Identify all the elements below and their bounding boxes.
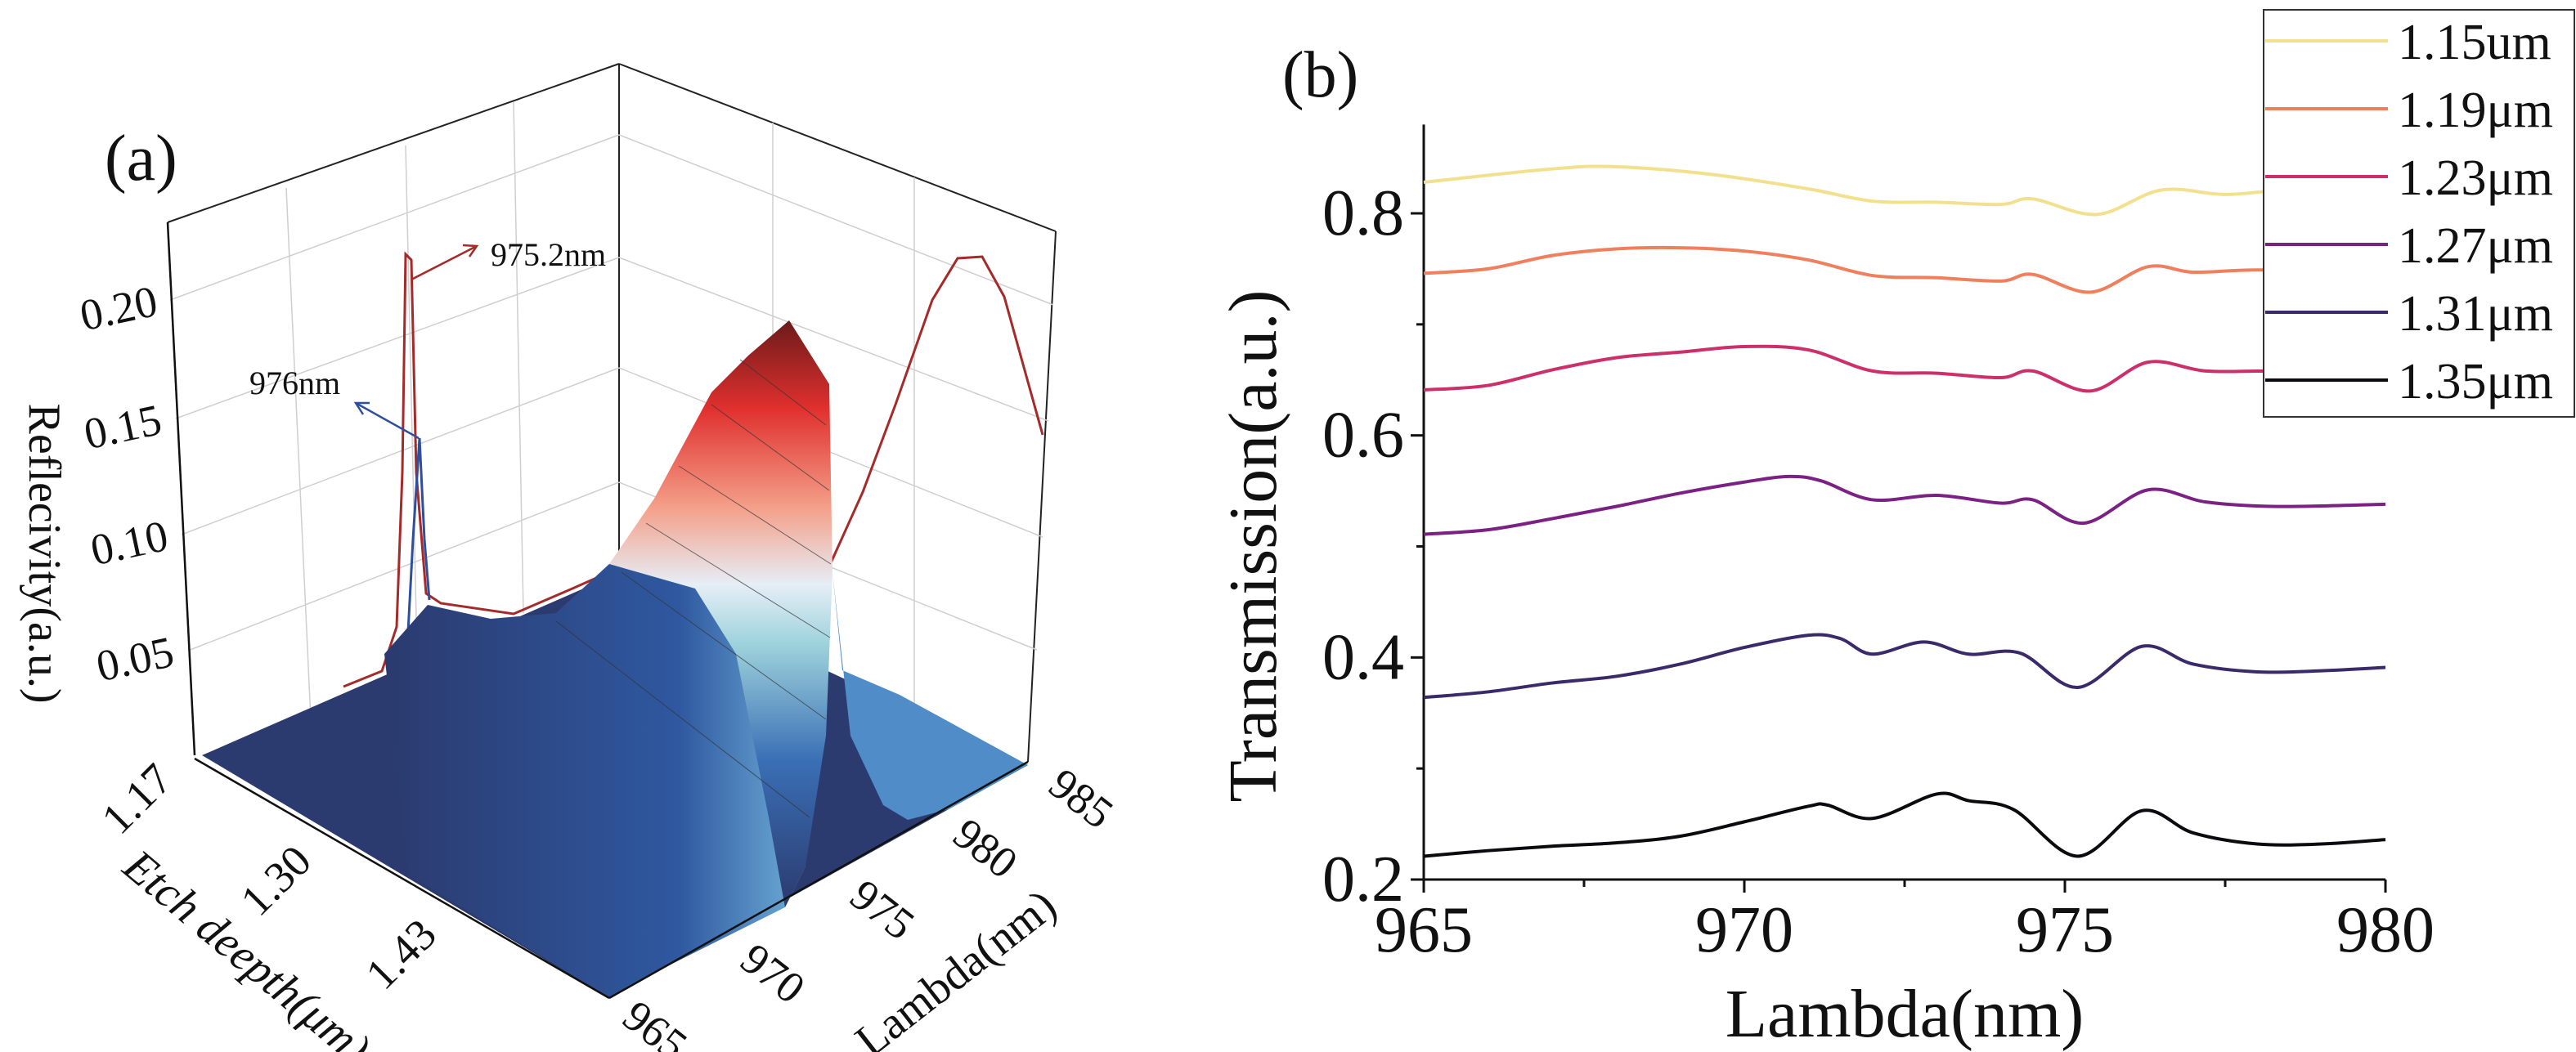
x-tick-label: 970 (1695, 894, 1793, 966)
annotation-label: 975.2nm (491, 236, 606, 273)
legend-label: 1.35μm (2398, 354, 2553, 410)
series-line-6 (1423, 791, 2386, 858)
z-tick-label: 0.05 (92, 627, 178, 691)
z-tick-label: 0.20 (76, 276, 162, 340)
x-tick-label: 1.30 (231, 836, 321, 925)
annotation-975-2nm: 975.2nm (411, 236, 606, 281)
legend-label: 1.23μm (2398, 150, 2553, 206)
x-axis-title: Lambda(nm) (1726, 976, 2085, 1052)
z-axis-title: Reflecivity(a.u.) (19, 404, 70, 704)
annotation-976nm: 976nm (249, 365, 420, 440)
x-tick-label: 1.43 (357, 910, 446, 999)
red-wall-curve-left (343, 251, 610, 688)
axis-lines (166, 222, 1029, 1000)
chart-a-3d-surface: 975.2nm 976nm 0.20 0.15 0.10 0.05 1.17 1… (19, 63, 1123, 1052)
y-tick-label: 970 (732, 933, 815, 1013)
x-axis-title: Etch deepth(μm) (113, 839, 379, 1052)
x-tick-label: 980 (2336, 894, 2435, 966)
legend: 1.15um 1.19μm 1.23μm 1.27μm 1.31μm 1.35μm (2263, 9, 2575, 418)
y-tick-label: 980 (945, 808, 1027, 888)
x-tick-label: 975 (2016, 894, 2114, 966)
z-tick-label: 0.10 (87, 511, 173, 575)
red-wall-curve-right (828, 255, 1044, 567)
legend-label: 1.15um (2398, 15, 2551, 70)
series-lines (1423, 164, 2386, 858)
series-line-3 (1423, 344, 2386, 393)
legend-label: 1.31μm (2398, 286, 2553, 342)
y-tick-label: 0.8 (1322, 177, 1404, 249)
series-line-4 (1423, 474, 2386, 536)
panel-label-b: (b) (1282, 39, 1358, 111)
series-line-2 (1423, 245, 2386, 294)
legend-box (2263, 9, 2575, 418)
legend-label: 1.19μm (2398, 83, 2553, 138)
series-line-5 (1423, 633, 2386, 700)
legend-label: 1.27μm (2398, 218, 2553, 274)
panel-label-a: (a) (105, 123, 177, 195)
y-tick-label: 985 (1040, 759, 1123, 838)
z-tick-label: 0.15 (80, 395, 166, 459)
axes: 965 970 975 980 0.2 0.4 0.6 0.8 (1322, 124, 2435, 966)
x-tick-label: 1.17 (92, 754, 182, 844)
series-line-1 (1423, 164, 2386, 217)
surface-ridge (609, 320, 832, 907)
surface-ridge-base (384, 507, 806, 998)
y-tick-label: 975 (841, 870, 924, 949)
surface-contour-lines (555, 359, 832, 818)
y-tick-label: 0.6 (1322, 400, 1404, 472)
y-tick-label: 0.2 (1322, 844, 1404, 915)
annotation-label: 976nm (249, 365, 340, 401)
surface-ridge-back (832, 572, 1028, 820)
y-tick-label: 965 (614, 991, 697, 1052)
y-tick-label: 0.4 (1322, 621, 1404, 693)
x-tick-label: 965 (1375, 894, 1473, 966)
